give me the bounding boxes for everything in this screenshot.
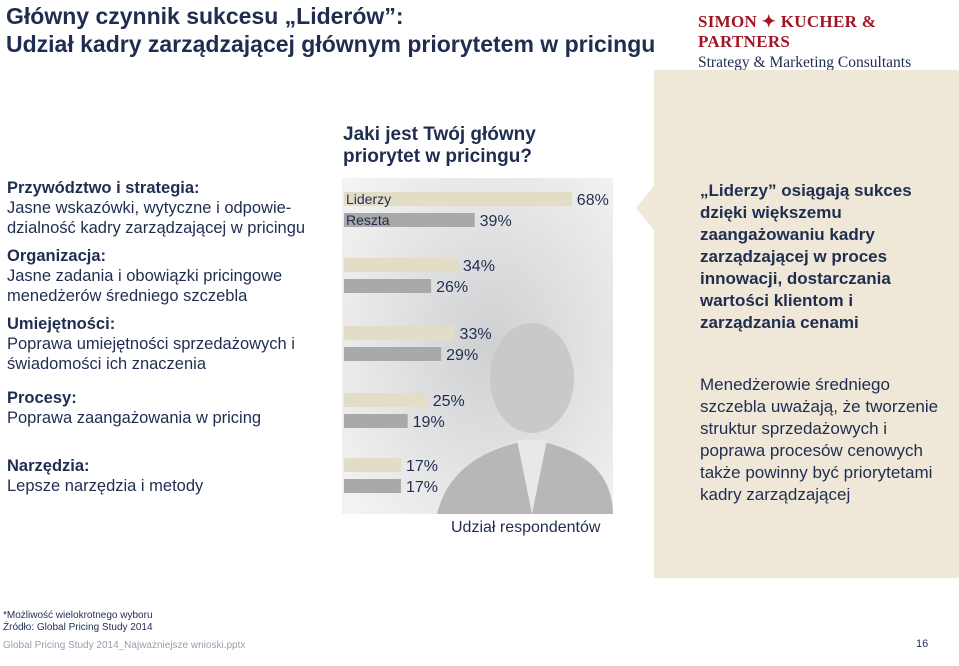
brand-tagline: Strategy & Marketing Consultants xyxy=(698,54,912,71)
legend-label: Reszta xyxy=(346,212,390,228)
data-label: 17% xyxy=(406,458,438,475)
category-heading: Umiejętności: xyxy=(7,315,116,333)
category-text: Lepsze narzędzia i metody xyxy=(7,477,204,495)
data-label: 33% xyxy=(460,326,492,343)
category-heading: Organizacja: xyxy=(7,247,107,265)
bar-liderzy xyxy=(344,326,455,340)
bar-reszta xyxy=(344,479,401,493)
category-item: Przywództwo i strategia: Jasne wskazówki… xyxy=(7,178,337,238)
category-item: Organizacja: Jasne zadania i obowiązki p… xyxy=(7,246,337,306)
portrait-collar xyxy=(517,440,547,514)
data-label: 19% xyxy=(413,414,445,431)
insight-body: Menedżerowie średniego szczebla uważają,… xyxy=(700,375,939,504)
bar-chart-svg: 68% 39% 34% 26% 33% 29% 25% 19% 17% 17% Liderzy Res… xyxy=(342,178,613,514)
data-label: 26% xyxy=(436,279,468,296)
bar-liderzy xyxy=(344,458,401,472)
category-text: Poprawa zaangażowania w pricing xyxy=(7,409,262,427)
category-heading: Przywództwo i strategia: xyxy=(7,179,200,197)
bar-liderzy xyxy=(344,258,458,272)
category-item: Narzędzia: Lepsze narzędzia i metody xyxy=(7,456,337,496)
x-axis-label: Udział respondentów xyxy=(451,519,601,536)
category-heading: Narzędzia: xyxy=(7,457,90,475)
brand-name: SIMON ✦ KUCHER & PARTNERS xyxy=(698,12,877,51)
bar-reszta xyxy=(344,279,432,293)
page-number: 16 xyxy=(916,638,929,650)
bar-reszta xyxy=(344,213,475,227)
insight-panel-pointer xyxy=(636,186,654,230)
data-label: 17% xyxy=(406,479,438,496)
data-label: 25% xyxy=(433,393,465,410)
page-title-line2: Udział kadry zarządzającej głównym prior… xyxy=(6,31,656,57)
category-text: Jasne wskazówki, wytyczne i odpowie-dzia… xyxy=(7,199,306,237)
source-note: Źródło: Global Pricing Study 2014 xyxy=(3,622,153,633)
chart-question: Jaki jest Twój główny priorytet w pricin… xyxy=(343,124,536,167)
category-heading: Procesy: xyxy=(7,389,77,407)
bar-reszta xyxy=(344,414,408,428)
category-item: Procesy: Poprawa zaangażowania w pricing xyxy=(7,388,337,428)
insight-headline: „Liderzy” osiągają sukces dzięki większe… xyxy=(700,181,912,332)
bar-liderzy xyxy=(344,192,572,206)
data-label: 68% xyxy=(577,192,609,209)
portrait-head xyxy=(490,323,574,433)
category-item: Umiejętności: Poprawa umiejętności sprze… xyxy=(7,314,337,374)
brand-logo: SIMON ✦ KUCHER & PARTNERS Strategy & Mar… xyxy=(698,12,938,72)
bar-liderzy xyxy=(344,393,428,407)
bar-reszta xyxy=(344,347,442,361)
page-title: Główny czynnik sukcesu „Liderów”: Udział… xyxy=(6,2,655,58)
category-text: Poprawa umiejętności sprzedażowych i świ… xyxy=(7,335,295,373)
data-label: 29% xyxy=(446,347,478,364)
page-title-line1: Główny czynnik sukcesu „Liderów”: xyxy=(6,3,404,29)
legend-label: Liderzy xyxy=(346,191,391,207)
data-label: 34% xyxy=(463,258,495,275)
bar-chart: 68% 39% 34% 26% 33% 29% 25% 19% 17% 17% Liderzy Res… xyxy=(342,178,613,514)
data-label: 39% xyxy=(480,213,512,230)
file-name: Global Pricing Study 2014_Najważniejsze … xyxy=(3,640,246,651)
insight-panel xyxy=(654,70,959,578)
category-text: Jasne zadania i obowiązki pricingowe men… xyxy=(7,267,283,305)
footnote: *Możliwość wielokrotnego wyboru xyxy=(3,610,153,621)
